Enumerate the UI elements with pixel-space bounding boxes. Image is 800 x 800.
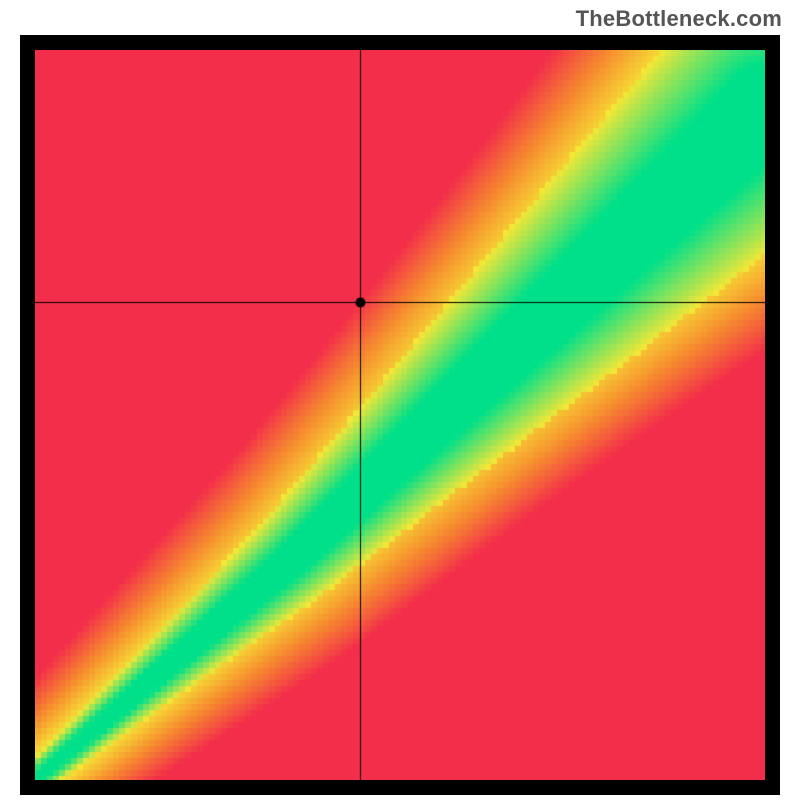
attribution-label: TheBottleneck.com [576,6,782,32]
heatmap-canvas [35,50,765,780]
chart-container: TheBottleneck.com [0,0,800,800]
bottleneck-heatmap [35,50,765,780]
